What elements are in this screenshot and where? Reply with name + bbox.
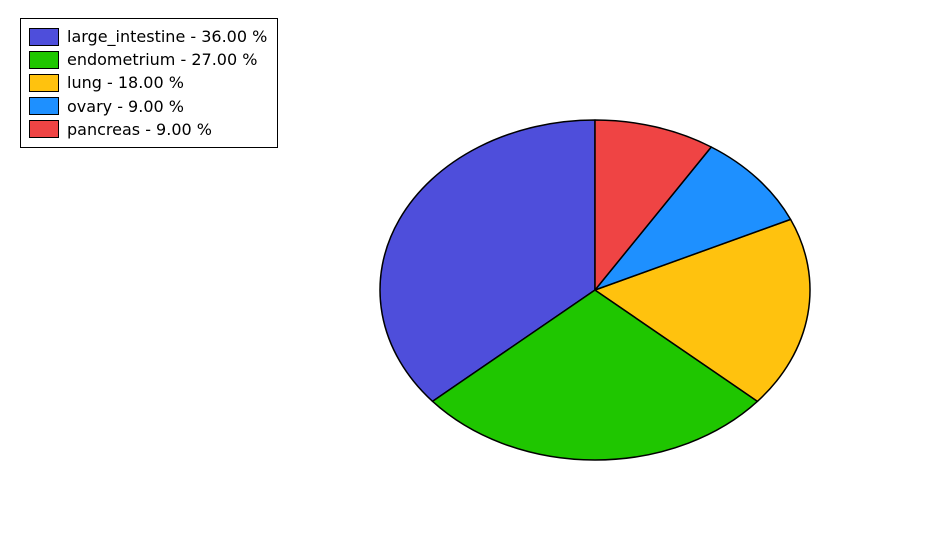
legend-item: endometrium - 27.00 % <box>29 48 267 71</box>
legend-item: pancreas - 9.00 % <box>29 118 267 141</box>
legend-swatch <box>29 28 59 46</box>
chart-canvas: large_intestine - 36.00 % endometrium - … <box>0 0 939 538</box>
legend-item: lung - 18.00 % <box>29 71 267 94</box>
pie-chart <box>375 100 815 480</box>
legend-item: large_intestine - 36.00 % <box>29 25 267 48</box>
legend-swatch <box>29 74 59 92</box>
legend: large_intestine - 36.00 % endometrium - … <box>20 18 278 148</box>
legend-label: ovary - 9.00 % <box>67 95 184 118</box>
pie-svg <box>375 100 815 480</box>
legend-label: large_intestine - 36.00 % <box>67 25 267 48</box>
legend-swatch <box>29 120 59 138</box>
legend-label: lung - 18.00 % <box>67 71 184 94</box>
legend-label: pancreas - 9.00 % <box>67 118 212 141</box>
legend-item: ovary - 9.00 % <box>29 95 267 118</box>
legend-swatch <box>29 51 59 69</box>
legend-swatch <box>29 97 59 115</box>
legend-label: endometrium - 27.00 % <box>67 48 257 71</box>
